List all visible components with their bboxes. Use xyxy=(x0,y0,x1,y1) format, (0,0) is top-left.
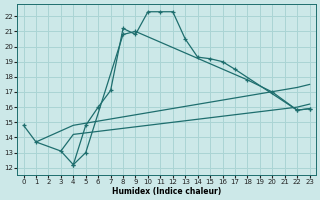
X-axis label: Humidex (Indice chaleur): Humidex (Indice chaleur) xyxy=(112,187,221,196)
